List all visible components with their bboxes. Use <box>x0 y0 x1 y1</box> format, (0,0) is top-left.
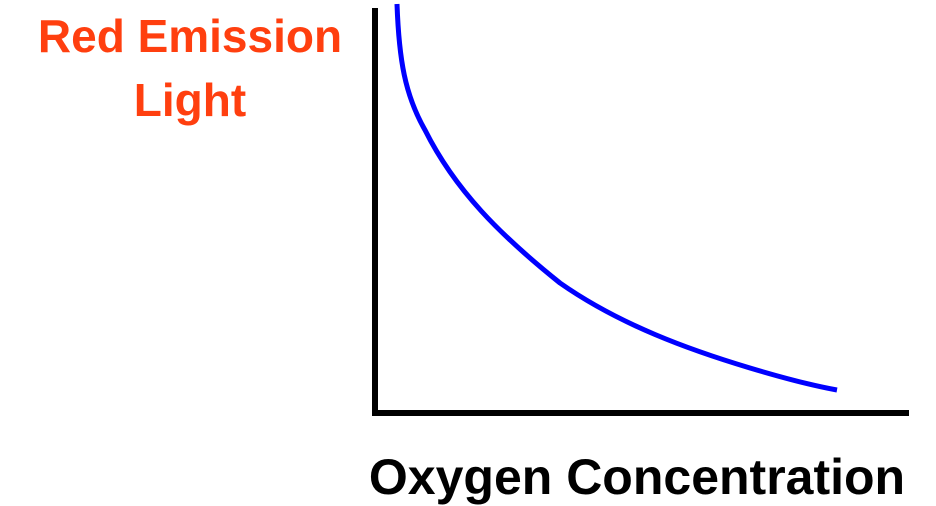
y-axis-label: Light <box>134 74 246 126</box>
y-axis-label: Red Emission <box>38 10 342 62</box>
x-axis-label: Oxygen Concentration <box>369 449 905 505</box>
decay-curve <box>394 3 838 393</box>
